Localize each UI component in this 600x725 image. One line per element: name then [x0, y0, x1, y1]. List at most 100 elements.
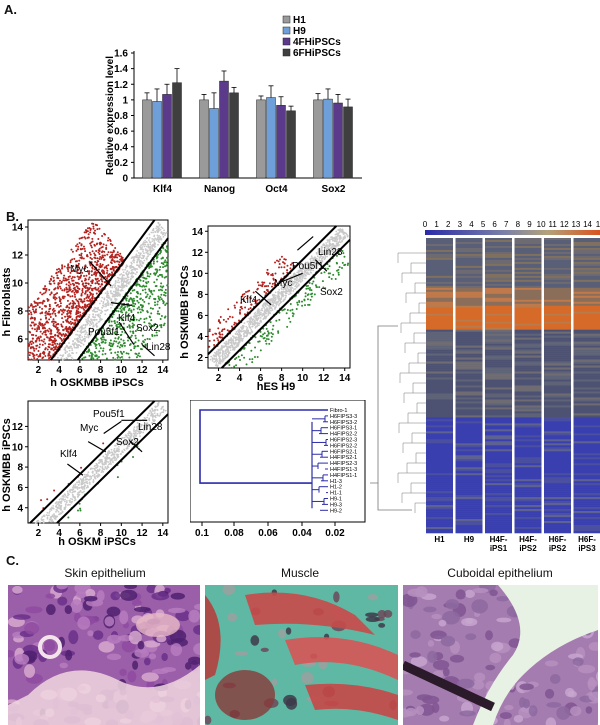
scatter-point [58, 498, 61, 501]
scatter-point [116, 276, 119, 279]
y-tick-label: 8 [17, 463, 23, 474]
scatter-point [114, 298, 117, 301]
scatter-point-up [62, 333, 65, 336]
dendrogram-leaf-label: H9-1 [330, 497, 342, 503]
scatter-point-up [91, 237, 94, 240]
scatter-point [113, 459, 116, 461]
scatter-point-up [280, 255, 283, 258]
scatter-point [74, 338, 76, 340]
legend-label: 6FHiPSCs [293, 48, 341, 59]
scatter-point [114, 282, 117, 285]
scatter-point [77, 483, 80, 486]
bar [152, 101, 162, 179]
scatter-point [158, 241, 161, 244]
scatter-point-down [149, 265, 152, 268]
scatter-point-down [329, 272, 332, 275]
scatter-point-up [73, 293, 76, 296]
scatter-point [138, 430, 140, 433]
scatter-point-down [146, 311, 149, 314]
scatter-point-up [208, 339, 211, 342]
scatter-point-down [157, 295, 160, 298]
scatter-point-up [208, 328, 211, 331]
gene-marker-line [103, 420, 122, 435]
scatter-point [308, 266, 311, 269]
scatter-point-up [91, 287, 94, 290]
scatter-point [101, 463, 104, 466]
y-tick-label: 1.6 [114, 49, 128, 60]
scatter-point [157, 401, 160, 404]
scatter-point-up [75, 265, 78, 268]
scatter-point [222, 350, 224, 352]
scatter-point [109, 298, 112, 300]
scatter-point [136, 268, 139, 271]
scatter-point [128, 271, 131, 274]
scatter-point-up [59, 305, 62, 308]
scatter-point [311, 257, 314, 259]
scatter-point [321, 246, 324, 249]
scatter-point-down [133, 305, 136, 308]
scatter-point [263, 310, 266, 313]
scatter-point [339, 236, 342, 238]
scatter-point-up [231, 316, 234, 319]
scatter-point [36, 520, 39, 522]
heatmap-panel: 012345678910111213141!H1H9H4F-iPS1H4F-iP… [370, 220, 600, 553]
scatter-point-down [314, 284, 317, 287]
scatter-point-up [37, 355, 40, 358]
scatter-point-down [321, 280, 324, 283]
scatter-point [156, 412, 159, 415]
scatter-point [246, 334, 248, 337]
scatter-point-up [93, 252, 96, 255]
scatter-point [283, 298, 286, 301]
heatmap-cell [426, 329, 453, 332]
scatter-point-up [52, 296, 55, 299]
scatter-point [147, 246, 150, 249]
scatter-point [105, 304, 108, 307]
scatter-point [233, 346, 236, 349]
scatter-point [328, 240, 331, 243]
scatter-point-up [94, 257, 97, 260]
scatter-point-up [52, 276, 55, 279]
scatter-point-up [99, 241, 102, 244]
scatter-point [151, 238, 154, 240]
scatter-point-up [263, 290, 266, 293]
scatter-point-up [94, 271, 97, 274]
scatter-point-up [75, 244, 78, 247]
scatter-point-up [57, 270, 60, 273]
scatter-point-up [265, 288, 268, 291]
scatter-point [73, 346, 76, 348]
scatter-point [62, 499, 65, 501]
scatter-point [335, 240, 338, 243]
scatter-point-up [254, 302, 257, 305]
scatter-point [52, 507, 55, 510]
scatter-point-up [96, 282, 99, 285]
scatter-point [281, 288, 283, 291]
scatter-point-up [280, 266, 283, 269]
scatter-point [85, 336, 88, 338]
scatter-point-up [263, 285, 266, 288]
scatter-point-down [137, 345, 140, 348]
scatter-point-down [131, 322, 134, 325]
scatter-point-up [265, 292, 268, 295]
scatter-point [140, 423, 143, 426]
scatter-point-up [68, 286, 71, 289]
scatter-point-up [61, 289, 64, 292]
scatter-point [68, 352, 71, 355]
scatter-point-up [62, 277, 65, 280]
scatter-point [324, 252, 327, 254]
heatmap-cell [426, 363, 453, 366]
scatter-point-down [103, 338, 106, 341]
scatter-point-up [30, 358, 33, 361]
heatmap-cell [426, 345, 453, 348]
scatter-point [64, 506, 67, 508]
scatter-point-up [51, 343, 54, 346]
heatmap-cell [426, 253, 453, 257]
scatter-point-down [122, 322, 125, 325]
scatter-point-up [79, 314, 82, 317]
scatter-point [95, 466, 97, 469]
scatter-point [98, 309, 101, 312]
scatter-point [112, 456, 115, 459]
scatter-point-down [120, 338, 123, 341]
scatter-point-up [42, 287, 45, 290]
scatter-point [326, 241, 329, 243]
scatter-point [164, 409, 167, 412]
